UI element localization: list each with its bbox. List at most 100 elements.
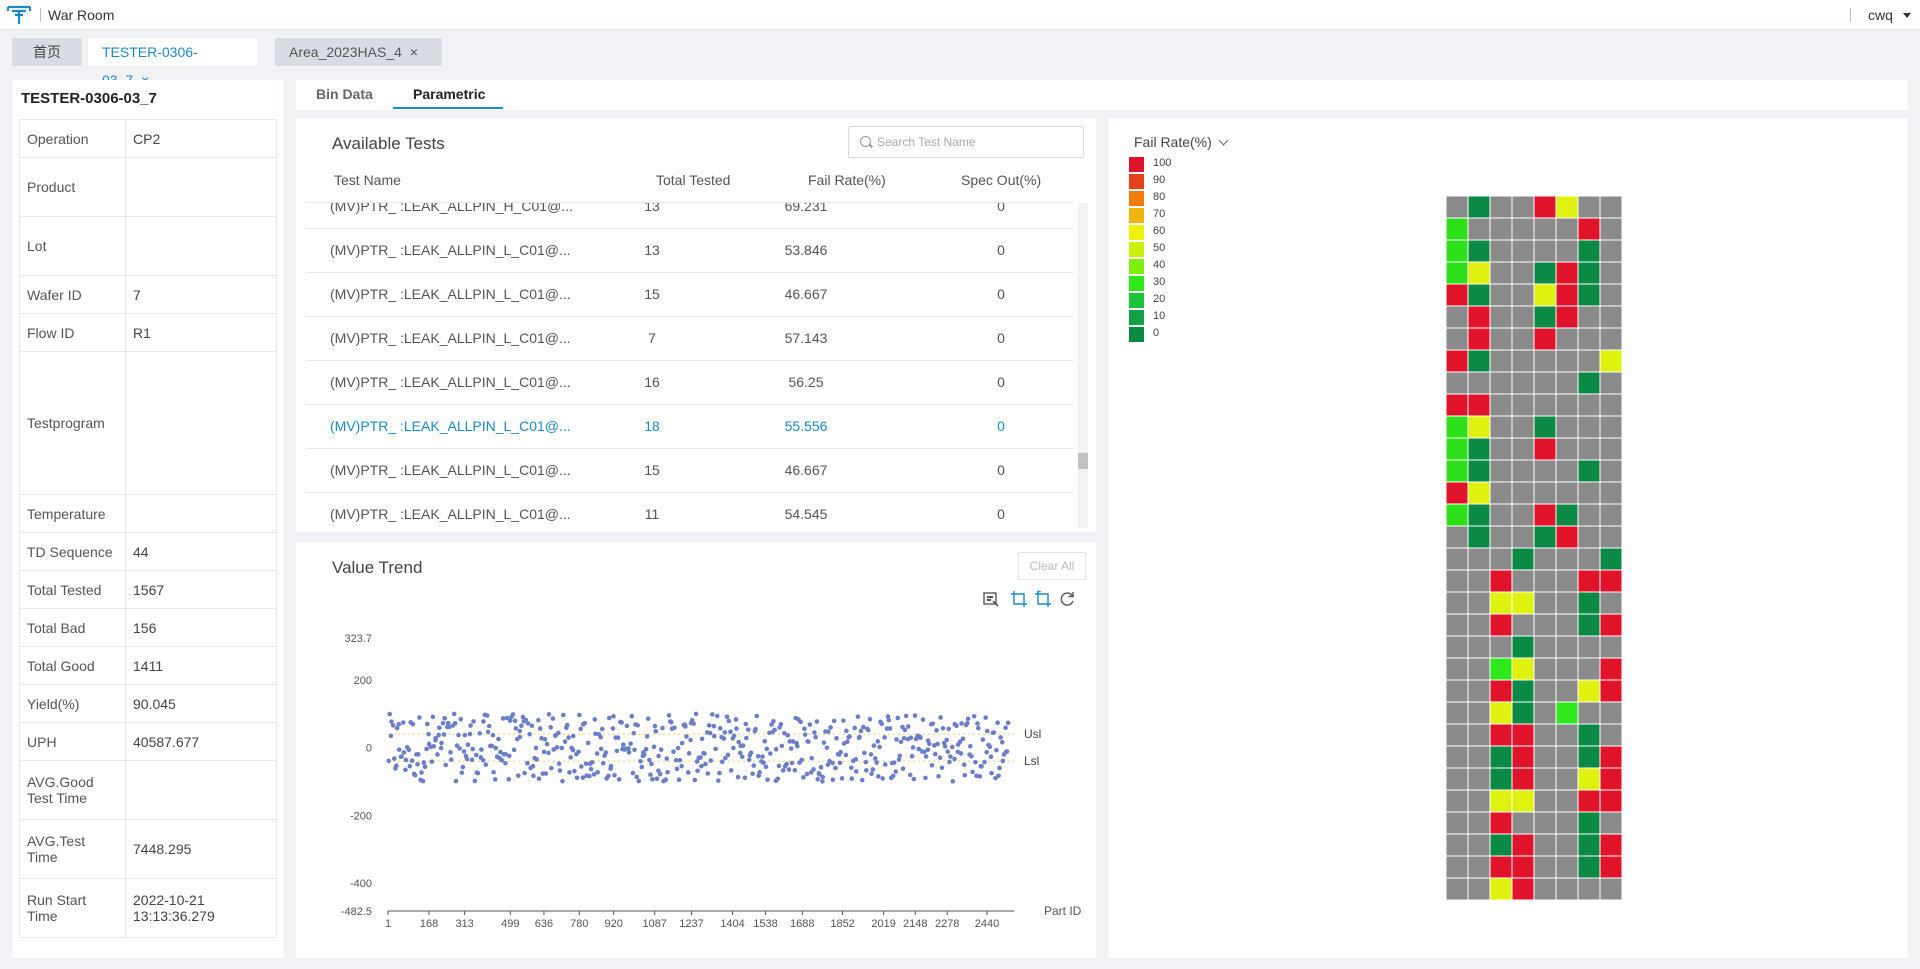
data-point[interactable] (962, 772, 968, 778)
die-cell[interactable] (1467, 591, 1491, 615)
data-point[interactable] (937, 755, 943, 761)
data-point[interactable] (396, 722, 402, 727)
die-cell[interactable] (1446, 503, 1469, 527)
data-point[interactable] (753, 726, 758, 732)
data-point[interactable] (790, 739, 796, 744)
die-cell[interactable] (1599, 196, 1623, 219)
data-point[interactable] (958, 751, 964, 756)
die-cell[interactable] (1533, 789, 1557, 813)
data-point[interactable] (875, 739, 881, 744)
die-cell[interactable] (1446, 349, 1469, 373)
tab-bin-data[interactable]: Bin Data (316, 86, 373, 102)
die-cell[interactable] (1446, 393, 1469, 417)
data-point[interactable] (401, 750, 407, 755)
data-point[interactable] (576, 749, 581, 755)
data-point[interactable] (947, 759, 952, 765)
die-cell[interactable] (1577, 261, 1601, 285)
die-cell[interactable] (1555, 613, 1579, 637)
data-point[interactable] (705, 771, 711, 776)
die-cell[interactable] (1555, 371, 1579, 395)
die-cell[interactable] (1577, 371, 1601, 395)
data-point[interactable] (674, 766, 680, 772)
data-point[interactable] (693, 711, 699, 717)
die-cell[interactable] (1446, 217, 1469, 241)
data-point[interactable] (965, 720, 970, 726)
data-point[interactable] (855, 714, 861, 719)
data-point[interactable] (736, 739, 742, 745)
data-point[interactable] (858, 728, 864, 734)
die-cell[interactable] (1489, 525, 1513, 549)
data-point[interactable] (675, 745, 681, 751)
data-point[interactable] (614, 748, 620, 754)
data-point[interactable] (731, 745, 736, 751)
data-point[interactable] (768, 751, 773, 756)
data-point[interactable] (866, 727, 871, 733)
data-point[interactable] (543, 771, 549, 776)
data-point[interactable] (901, 735, 907, 741)
data-point[interactable] (867, 716, 873, 722)
data-point[interactable] (724, 714, 730, 720)
data-point[interactable] (980, 737, 986, 742)
data-point[interactable] (890, 773, 896, 779)
data-point[interactable] (554, 745, 560, 750)
data-point[interactable] (780, 768, 786, 773)
die-cell[interactable] (1599, 657, 1623, 681)
data-point[interactable] (721, 736, 727, 741)
data-point[interactable] (811, 767, 816, 772)
data-point[interactable] (892, 760, 897, 765)
data-point[interactable] (534, 757, 539, 762)
data-point[interactable] (612, 772, 617, 778)
die-cell[interactable] (1599, 415, 1623, 439)
die-cell[interactable] (1467, 196, 1491, 219)
data-point[interactable] (857, 734, 862, 740)
data-point[interactable] (982, 759, 987, 765)
data-point[interactable] (743, 721, 749, 727)
die-cell[interactable] (1599, 591, 1623, 615)
data-point[interactable] (989, 770, 994, 776)
die-cell[interactable] (1555, 196, 1579, 219)
data-point[interactable] (561, 712, 566, 718)
data-point[interactable] (394, 725, 400, 731)
data-point[interactable] (882, 762, 888, 767)
die-cell[interactable] (1489, 657, 1513, 681)
data-point[interactable] (920, 717, 926, 722)
die-cell[interactable] (1599, 811, 1623, 835)
data-point[interactable] (789, 760, 795, 766)
data-point[interactable] (544, 741, 550, 747)
die-cell[interactable] (1555, 679, 1579, 703)
data-point[interactable] (435, 752, 440, 757)
die-cell[interactable] (1467, 701, 1491, 725)
data-point[interactable] (592, 717, 598, 722)
data-point[interactable] (519, 723, 524, 729)
data-point[interactable] (960, 736, 966, 742)
die-cell[interactable] (1555, 459, 1579, 483)
die-cell[interactable] (1599, 261, 1623, 285)
scrollbar-thumb[interactable] (1078, 453, 1088, 469)
data-point[interactable] (694, 759, 700, 764)
data-point[interactable] (860, 724, 866, 730)
data-point[interactable] (559, 745, 565, 751)
data-point[interactable] (645, 716, 651, 721)
die-cell[interactable] (1489, 283, 1513, 307)
data-point[interactable] (764, 746, 770, 752)
data-point[interactable] (394, 763, 399, 768)
die-cell[interactable] (1446, 569, 1469, 593)
die-cell[interactable] (1533, 855, 1557, 879)
data-point[interactable] (653, 728, 659, 734)
die-cell[interactable] (1533, 371, 1557, 395)
data-point[interactable] (872, 756, 878, 761)
data-point[interactable] (879, 721, 885, 727)
die-cell[interactable] (1533, 459, 1557, 483)
data-point[interactable] (923, 754, 929, 759)
die-cell[interactable] (1467, 877, 1491, 900)
die-cell[interactable] (1489, 877, 1513, 900)
data-point[interactable] (390, 723, 396, 728)
data-point[interactable] (885, 714, 891, 719)
die-cell[interactable] (1533, 635, 1557, 659)
data-point[interactable] (820, 774, 826, 780)
data-point[interactable] (970, 769, 975, 775)
die-cell[interactable] (1577, 393, 1601, 417)
data-point[interactable] (971, 714, 977, 719)
data-point[interactable] (984, 728, 990, 734)
data-point[interactable] (583, 761, 589, 766)
